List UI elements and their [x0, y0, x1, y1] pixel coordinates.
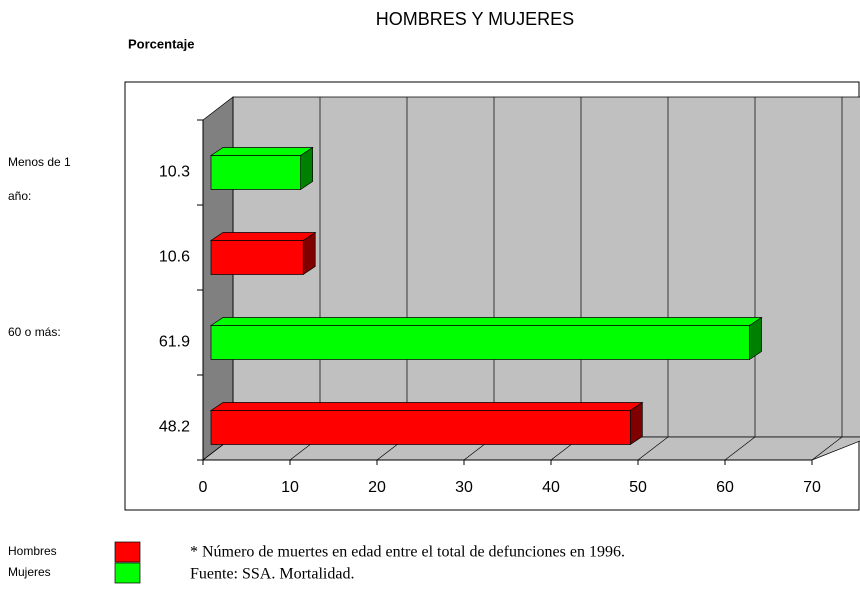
legend-label: Hombres — [8, 544, 57, 558]
bar — [210, 325, 750, 360]
bar-top — [209, 317, 763, 326]
x-tick-label: 10 — [281, 479, 299, 496]
legend-swatch — [114, 562, 141, 584]
data-label: 10.3 — [159, 164, 190, 181]
data-label: 10.6 — [159, 249, 190, 266]
x-tick-label: 60 — [716, 479, 734, 496]
bar — [210, 155, 301, 190]
legend-swatch — [114, 541, 141, 563]
bar-top — [209, 402, 644, 411]
x-tick-label: 70 — [803, 479, 821, 496]
chart-title: HOMBRES Y MUJERES — [376, 9, 574, 29]
y-axis-label: Porcentaje — [128, 36, 194, 51]
bar — [210, 410, 631, 445]
data-label: 48.2 — [159, 419, 190, 436]
back-wall — [232, 96, 860, 438]
x-tick-label: 20 — [368, 479, 386, 496]
legend-label: Mujeres — [8, 565, 51, 579]
bar-top — [209, 147, 314, 156]
category-label: Menos de 1 año: — [8, 155, 71, 203]
bar — [210, 240, 304, 275]
note: * Número de muertes en edad entre el tot… — [190, 544, 625, 561]
category-label: 60 o más: — [8, 325, 61, 339]
x-tick-label: 50 — [629, 479, 647, 496]
bar-top — [209, 232, 317, 241]
x-tick-label: 0 — [199, 479, 208, 496]
data-label: 61.9 — [159, 334, 190, 351]
x-tick-label: 30 — [455, 479, 473, 496]
grid-line — [811, 97, 843, 461]
note: Fuente: SSA. Mortalidad. — [190, 566, 354, 583]
grid-line — [637, 97, 669, 461]
x-tick-label: 40 — [542, 479, 560, 496]
grid-line — [724, 97, 756, 461]
